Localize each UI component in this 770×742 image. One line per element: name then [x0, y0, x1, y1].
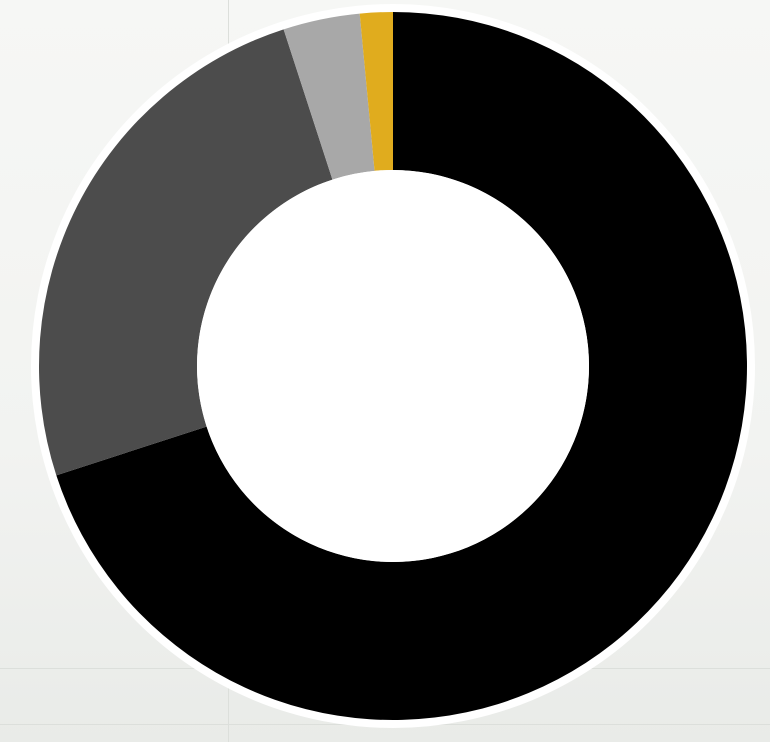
donut-slice-4 [359, 12, 393, 171]
donut-slice-1 [56, 12, 748, 720]
donut-slices [38, 12, 748, 720]
donut-slice-2 [38, 29, 333, 476]
donut-slice-3 [283, 13, 375, 180]
donut-hole [197, 170, 589, 562]
